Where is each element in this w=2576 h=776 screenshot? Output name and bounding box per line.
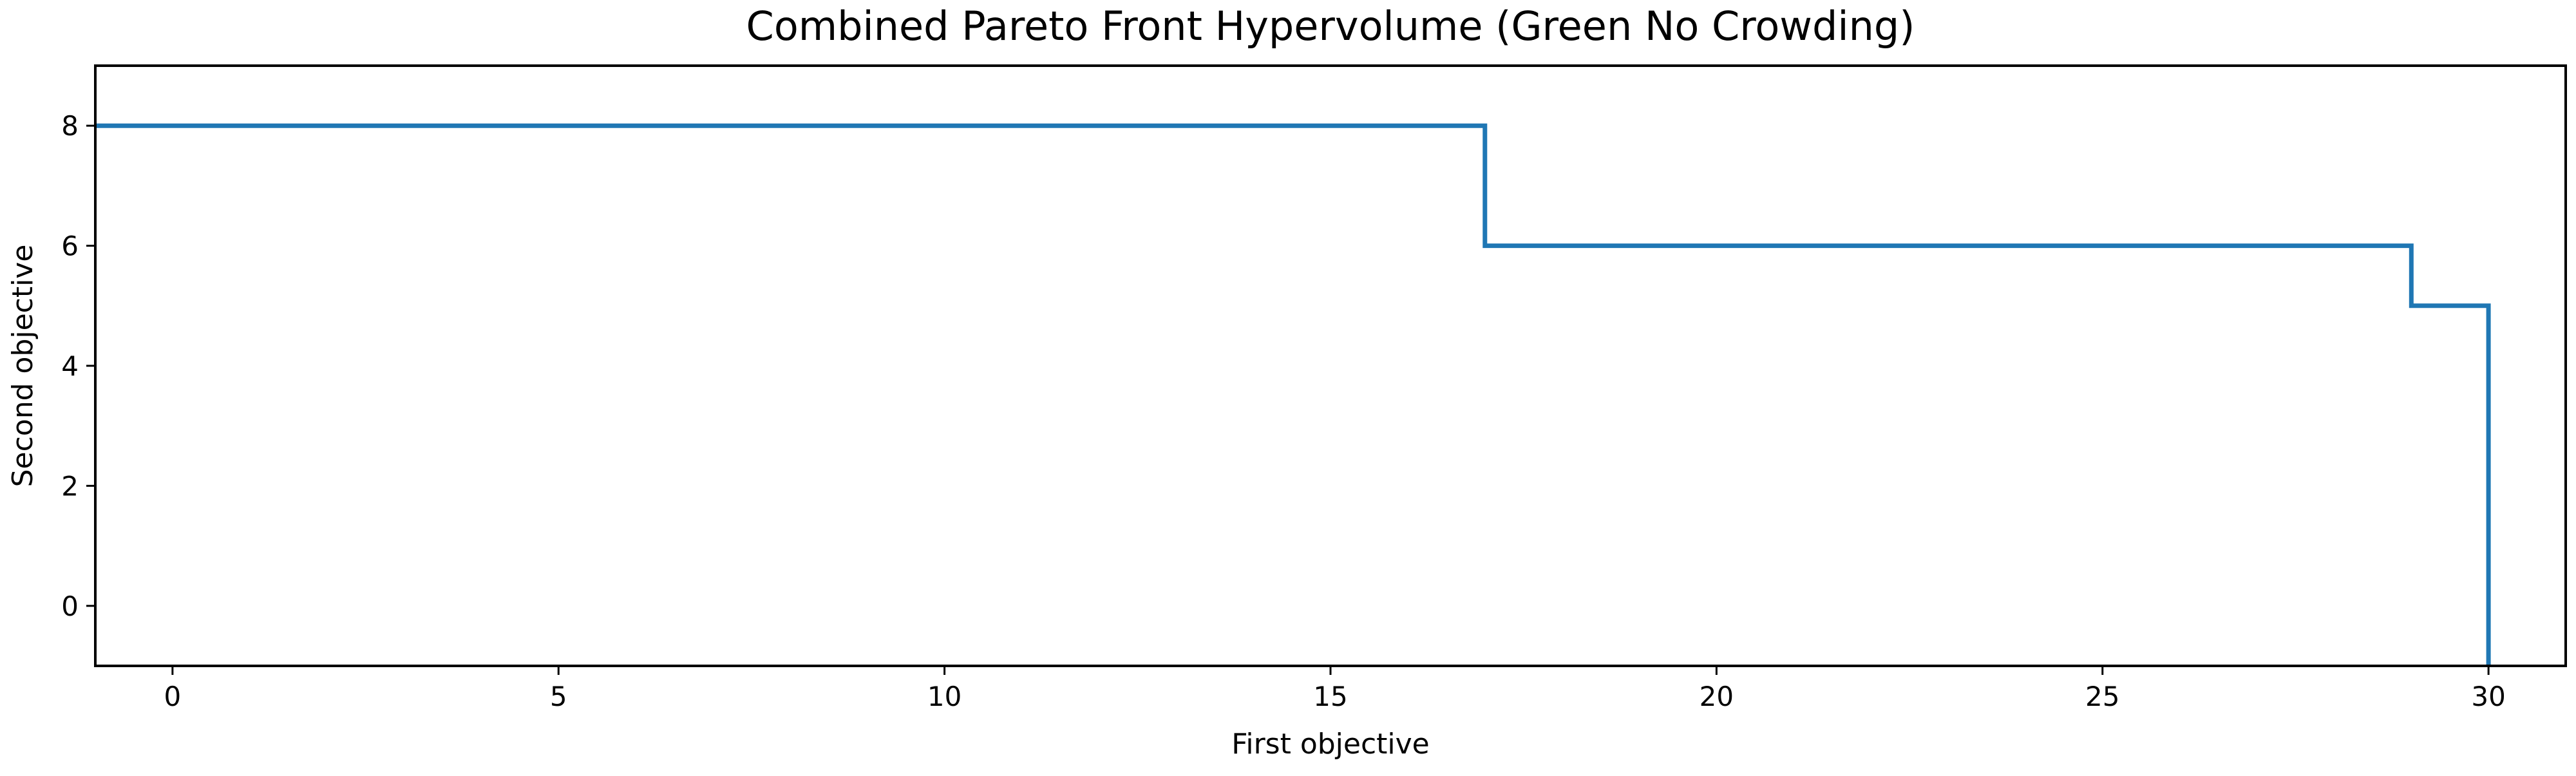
- x-axis: 0 5 10 15 20 25 30: [164, 666, 2506, 712]
- plot-area: [95, 123, 2491, 666]
- y-tick-label: 2: [61, 470, 79, 502]
- y-axis: 0 2 4 6 8: [61, 110, 95, 622]
- x-tick-label: 10: [927, 681, 961, 712]
- plot-frame: [94, 64, 2567, 667]
- x-tick-label: 15: [1313, 681, 1347, 712]
- x-tick-label: 30: [2471, 681, 2505, 712]
- y-tick-label: 8: [61, 110, 79, 142]
- series-line-1: [95, 123, 2491, 666]
- y-tick-label: 4: [61, 350, 79, 382]
- chart-title: Combined Pareto Front Hypervolume (Green…: [746, 3, 1915, 50]
- y-tick-label: 6: [61, 231, 79, 262]
- y-axis-label: Second objective: [6, 245, 39, 487]
- y-tick-label: 0: [61, 591, 79, 622]
- x-tick-label: 0: [164, 681, 182, 712]
- x-tick-label: 20: [1700, 681, 1734, 712]
- x-tick-label: 25: [2085, 681, 2119, 712]
- x-axis-label: First objective: [1231, 728, 1430, 761]
- x-tick-label: 5: [550, 681, 567, 712]
